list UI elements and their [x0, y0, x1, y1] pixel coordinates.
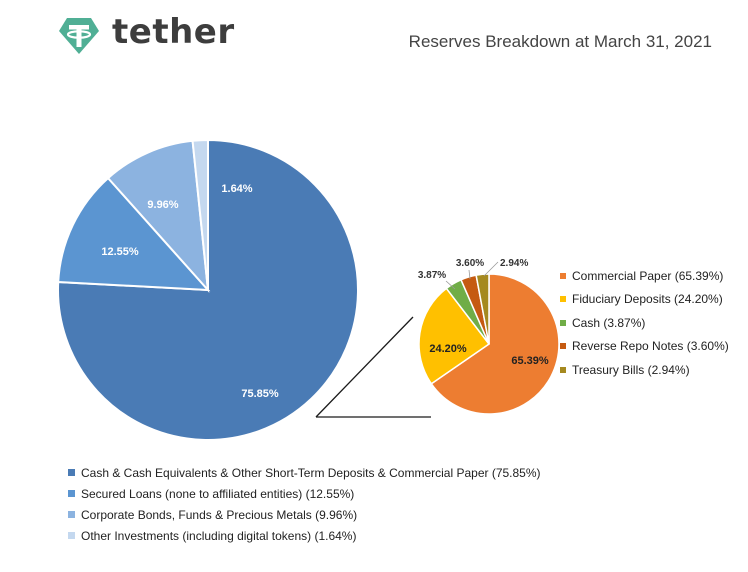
slice-cash-equivalents	[57, 138, 359, 441]
legend-swatch	[68, 532, 75, 539]
leader-line	[445, 280, 456, 290]
legend-swatch	[560, 343, 566, 350]
slice-treasury-bills	[475, 273, 490, 345]
main-legend-item: Cash & Cash Equivalents & Other Short-Te…	[68, 462, 541, 483]
breakdown-slice-label: 24.20%	[429, 343, 467, 355]
legend-label: Fiduciary Deposits (24.20%)	[572, 292, 723, 307]
legend-label: Commercial Paper (65.39%)	[572, 268, 724, 283]
chart-title: Reserves Breakdown at March 31, 2021	[408, 32, 712, 51]
slice-other-investments	[191, 138, 209, 291]
slice-corporate-bonds	[106, 139, 210, 293]
breakdown-slice-label: 3.87%	[418, 270, 446, 281]
connector-line-top	[315, 316, 414, 418]
legend-swatch	[560, 272, 566, 279]
leader-line	[468, 269, 471, 280]
legend-swatch	[560, 296, 566, 303]
breakdown-slice-label: 3.60%	[456, 258, 484, 269]
legend-swatch	[68, 469, 75, 476]
legend-label: Corporate Bonds, Funds & Precious Metals…	[81, 507, 358, 522]
main-legend-item: Other Investments (including digital tok…	[68, 525, 541, 546]
legend-label: Reverse Repo Notes (3.60%)	[572, 339, 729, 354]
breakdown-slice-label: 2.94%	[500, 258, 528, 269]
brand-name: tether	[112, 12, 235, 52]
main-slice-label: 1.64%	[221, 183, 252, 195]
tether-logo-icon	[59, 18, 99, 54]
main-slice-label: 75.85%	[241, 388, 279, 400]
legend-swatch	[560, 319, 566, 326]
legend-swatch	[68, 490, 75, 497]
breakdown-pie-legend: Commercial Paper (65.39%) Fiduciary Depos…	[560, 264, 729, 382]
main-slice-label: 9.96%	[147, 199, 178, 211]
legend-label: Cash (3.87%)	[572, 315, 646, 330]
breakdown-legend-item: Treasury Bills (2.94%)	[560, 358, 729, 382]
slice-commercial-paper	[430, 273, 560, 415]
legend-label: Other Investments (including digital tok…	[81, 528, 357, 543]
breakdown-legend-item: Cash (3.87%)	[560, 311, 729, 335]
legend-swatch	[68, 511, 75, 518]
breakdown-legend-item: Fiduciary Deposits (24.20%)	[560, 288, 729, 312]
legend-label: Cash & Cash Equivalents & Other Short-Te…	[81, 465, 541, 480]
main-pie-legend: Cash & Cash Equivalents & Other Short-Te…	[68, 462, 541, 546]
legend-label: Treasury Bills (2.94%)	[572, 362, 690, 377]
breakdown-legend-item: Commercial Paper (65.39%)	[560, 264, 729, 288]
breakdown-slice-label: 65.39%	[511, 355, 549, 367]
main-legend-item: Secured Loans (none to affiliated entiti…	[68, 483, 541, 504]
legend-swatch	[560, 366, 566, 373]
main-legend-item: Corporate Bonds, Funds & Precious Metals…	[68, 504, 541, 525]
legend-label: Secured Loans (none to affiliated entiti…	[81, 486, 355, 501]
leader-line	[483, 261, 499, 277]
breakdown-legend-item: Reverse Repo Notes (3.60%)	[560, 335, 729, 359]
slice-fiduciary-deposits	[418, 287, 491, 385]
main-slice-label: 12.55%	[101, 246, 139, 258]
slice-secured-loans	[57, 176, 211, 292]
